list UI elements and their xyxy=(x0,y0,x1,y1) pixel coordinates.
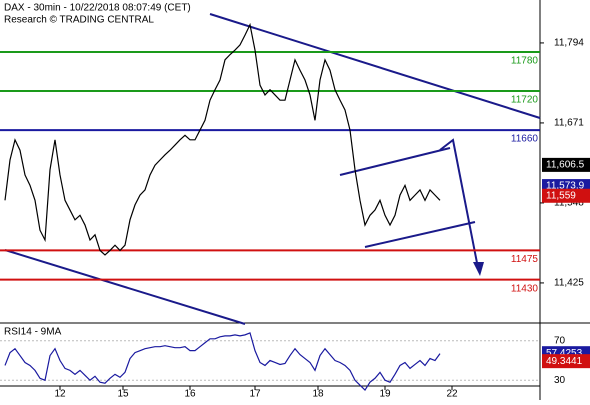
price-tag-label: 11,606.5 xyxy=(546,160,585,171)
rsi-label: RSI14 - 9MA xyxy=(4,327,62,338)
y-tick-label: 11,425 xyxy=(554,278,584,289)
trendline xyxy=(4,249,246,325)
x-tick-label: 17 xyxy=(249,389,261,400)
price-line xyxy=(4,22,441,256)
price-tag-label: 11,573.9 xyxy=(546,181,585,192)
y-tick-label: 11,548 xyxy=(554,198,584,209)
rsi-tick-label: 30 xyxy=(554,375,566,386)
y-tick-label: 11,794 xyxy=(554,38,584,49)
level-label: 11780 xyxy=(511,56,539,67)
level-label: 11475 xyxy=(511,254,539,265)
chart-subtitle: Research © TRADING CENTRAL xyxy=(4,15,154,26)
price-tag xyxy=(542,157,590,172)
chart-title: DAX - 30min - 10/22/2018 08:07:49 (CET) xyxy=(4,3,191,14)
rsi-line xyxy=(4,332,441,392)
x-tick-label: 12 xyxy=(54,389,66,400)
trendline xyxy=(209,13,541,119)
rsi-tag-label: 49.3441 xyxy=(546,356,583,367)
x-tick-label: 18 xyxy=(312,389,324,400)
price-tag xyxy=(542,188,590,203)
rsi-tick-label: 70 xyxy=(554,335,566,346)
x-tick-label: 19 xyxy=(379,389,391,400)
channel-line xyxy=(364,221,476,248)
x-tick-label: 15 xyxy=(117,389,129,400)
x-tick-label: 22 xyxy=(446,389,458,400)
x-tick-label: 16 xyxy=(184,389,196,400)
price-tag-label: 11,559 xyxy=(546,190,576,201)
level-label: 11720 xyxy=(511,95,539,106)
rsi-tag xyxy=(542,354,590,369)
forecast-arrow xyxy=(439,138,479,269)
level-label: 11660 xyxy=(511,134,539,145)
arrow-head xyxy=(473,262,484,276)
channel-line xyxy=(339,147,451,176)
rsi-tag-label: 57.4253 xyxy=(546,348,583,359)
level-label: 11430 xyxy=(511,283,539,294)
y-tick-label: 11,671 xyxy=(554,118,584,129)
